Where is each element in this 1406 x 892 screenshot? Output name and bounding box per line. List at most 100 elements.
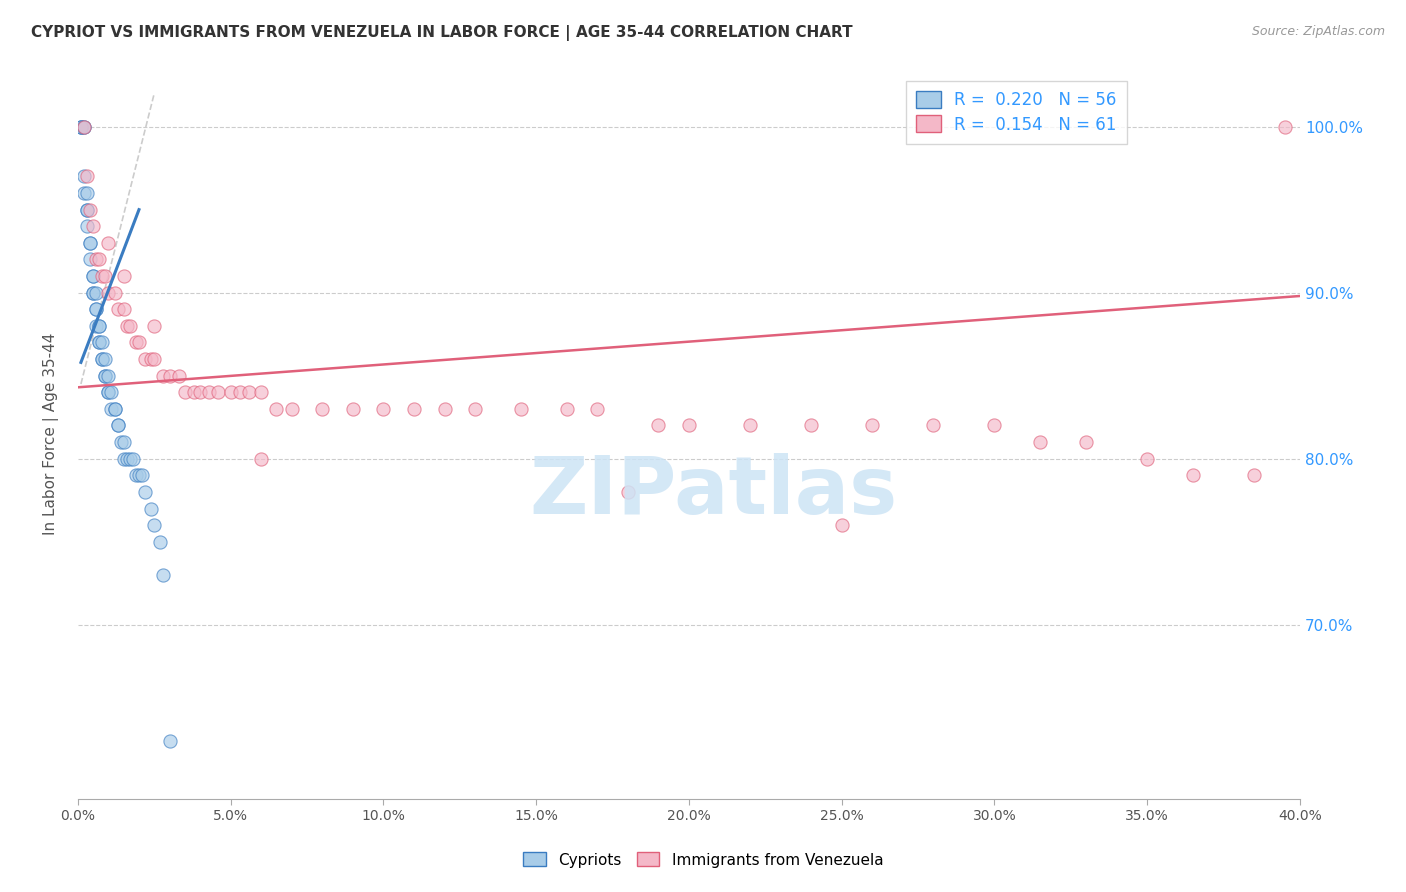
Point xyxy=(89,252,111,267)
Point xyxy=(464,401,486,416)
Point xyxy=(70,120,93,134)
Point xyxy=(207,385,229,400)
Point xyxy=(555,401,578,416)
Point xyxy=(91,352,114,367)
Point xyxy=(1274,120,1296,134)
Point xyxy=(100,385,122,400)
Point xyxy=(94,268,117,283)
Point xyxy=(238,385,260,400)
Text: Source: ZipAtlas.com: Source: ZipAtlas.com xyxy=(1251,25,1385,38)
Point xyxy=(738,418,761,433)
Point xyxy=(143,352,166,367)
Point xyxy=(118,318,141,333)
Point xyxy=(1243,468,1265,483)
Point xyxy=(198,385,221,400)
Point xyxy=(103,285,125,300)
Point xyxy=(678,418,700,433)
Point xyxy=(97,235,120,250)
Point xyxy=(647,418,669,433)
Point xyxy=(70,120,93,134)
Legend: R =  0.220   N = 56, R =  0.154   N = 61: R = 0.220 N = 56, R = 0.154 N = 61 xyxy=(905,80,1126,144)
Point xyxy=(831,518,853,533)
Point xyxy=(79,235,101,250)
Point xyxy=(118,451,141,466)
Point xyxy=(91,352,114,367)
Point xyxy=(167,368,190,383)
Point xyxy=(89,335,111,350)
Point xyxy=(70,120,93,134)
Point xyxy=(100,401,122,416)
Point xyxy=(149,534,172,549)
Point xyxy=(89,318,111,333)
Legend: Cypriots, Immigrants from Venezuela: Cypriots, Immigrants from Venezuela xyxy=(516,847,890,873)
Point xyxy=(311,401,333,416)
Y-axis label: In Labor Force | Age 35-44: In Labor Force | Age 35-44 xyxy=(44,333,59,535)
Point xyxy=(983,418,1005,433)
Point xyxy=(73,186,96,200)
Point xyxy=(250,451,273,466)
Point xyxy=(94,368,117,383)
Point xyxy=(229,385,252,400)
Point xyxy=(141,352,163,367)
Point xyxy=(84,302,107,317)
Point xyxy=(91,268,114,283)
Point xyxy=(433,401,456,416)
Point xyxy=(152,368,174,383)
Point xyxy=(159,734,181,748)
Point xyxy=(373,401,395,416)
Point xyxy=(281,401,304,416)
Point xyxy=(107,418,129,433)
Point xyxy=(134,484,156,499)
Point xyxy=(97,385,120,400)
Point xyxy=(1182,468,1205,483)
Point xyxy=(143,518,166,533)
Point xyxy=(141,501,163,516)
Point xyxy=(110,435,132,450)
Point xyxy=(266,401,288,416)
Point xyxy=(107,418,129,433)
Point xyxy=(97,368,120,383)
Point xyxy=(76,186,98,200)
Point xyxy=(115,318,138,333)
Point xyxy=(89,335,111,350)
Point xyxy=(1136,451,1159,466)
Point xyxy=(79,202,101,217)
Point xyxy=(97,385,120,400)
Point xyxy=(125,468,148,483)
Point xyxy=(143,318,166,333)
Point xyxy=(84,252,107,267)
Point xyxy=(79,235,101,250)
Point xyxy=(82,285,104,300)
Point xyxy=(97,285,120,300)
Point xyxy=(112,435,135,450)
Point xyxy=(91,335,114,350)
Text: ZIPatlas: ZIPatlas xyxy=(529,453,897,532)
Point xyxy=(342,401,364,416)
Point xyxy=(402,401,425,416)
Point xyxy=(103,401,125,416)
Point xyxy=(159,368,181,383)
Point xyxy=(94,352,117,367)
Point xyxy=(922,418,945,433)
Point xyxy=(107,302,129,317)
Point xyxy=(112,268,135,283)
Point xyxy=(183,385,205,400)
Point xyxy=(76,202,98,217)
Point xyxy=(188,385,211,400)
Point xyxy=(125,335,148,350)
Point xyxy=(509,401,531,416)
Point xyxy=(152,568,174,582)
Point xyxy=(800,418,823,433)
Point xyxy=(76,202,98,217)
Point xyxy=(1029,435,1052,450)
Point xyxy=(128,335,150,350)
Point xyxy=(73,120,96,134)
Point xyxy=(112,302,135,317)
Point xyxy=(1076,435,1098,450)
Point xyxy=(76,219,98,234)
Text: CYPRIOT VS IMMIGRANTS FROM VENEZUELA IN LABOR FORCE | AGE 35-44 CORRELATION CHAR: CYPRIOT VS IMMIGRANTS FROM VENEZUELA IN … xyxy=(31,25,852,41)
Point xyxy=(173,385,195,400)
Point xyxy=(115,451,138,466)
Point xyxy=(82,285,104,300)
Point xyxy=(112,451,135,466)
